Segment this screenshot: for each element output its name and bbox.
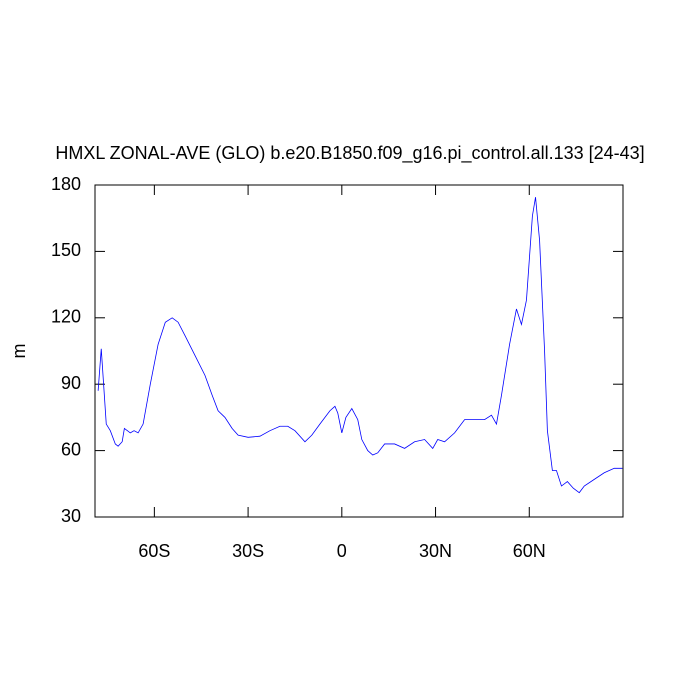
y-tick-label: 150: [51, 240, 81, 260]
y-tick-label: 30: [61, 506, 81, 526]
x-tick-label: 30N: [419, 541, 452, 561]
y-tick-label: 60: [61, 439, 81, 459]
y-axis-label: m: [9, 344, 29, 359]
y-tick-label: 120: [51, 307, 81, 327]
y-tick-label: 180: [51, 174, 81, 194]
plot-frame: [94, 184, 624, 518]
x-tick-label: 60N: [513, 541, 546, 561]
chart-title: HMXL ZONAL-AVE (GLO) b.e20.B1850.f09_g16…: [55, 143, 644, 164]
x-tick-label: 60S: [138, 541, 170, 561]
x-tick-label: 30S: [232, 541, 264, 561]
x-tick-label: 0: [337, 541, 347, 561]
data-line: [97, 197, 623, 494]
y-tick-label: 90: [61, 373, 81, 393]
